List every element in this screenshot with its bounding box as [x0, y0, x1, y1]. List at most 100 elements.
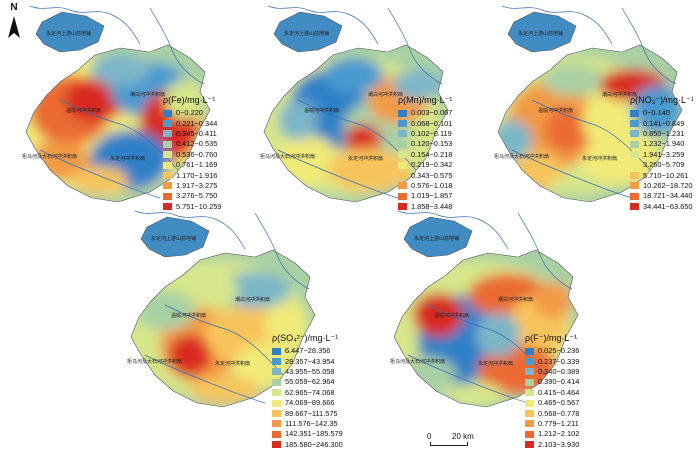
place-label-north-plain: 永定河上游山前地铺	[518, 30, 563, 37]
legend-title: ρ(Fe)/mg·L⁻¹	[163, 95, 216, 105]
legend-row: 0.025~0.236	[525, 346, 579, 356]
legend-range-label: 0.343~0.575	[411, 170, 453, 180]
legend-row: 62.965~74.068	[272, 388, 343, 398]
river-line	[501, 5, 613, 45]
river-line	[164, 304, 284, 376]
legend-row: 0.390~0.414	[525, 377, 579, 387]
legend-range-label: 0.102~0.119	[411, 128, 452, 138]
legend-range-label: 0.779~1.211	[538, 418, 579, 428]
legend-row: 6.447~28.356	[272, 346, 343, 356]
legend-swatch	[272, 389, 281, 397]
legend-range-label: 6.447~28.356	[285, 346, 331, 356]
legend-swatch	[398, 130, 407, 138]
place-label-east-plain: 潮白河冲洪积扇	[602, 91, 637, 98]
legend-row: 34.441~63.650	[630, 202, 694, 212]
legend-range-label: 0.390~0.414	[538, 377, 580, 387]
concentration-zone	[545, 108, 589, 152]
legend-range-label: 0.761~1.169	[176, 160, 218, 170]
legend-swatch	[163, 203, 172, 211]
legend-row: 2.103~3.930	[525, 440, 579, 450]
legend-swatch	[525, 389, 534, 397]
legend-swatch	[272, 378, 281, 386]
legend-swatch	[525, 441, 534, 449]
concentration-zone	[452, 383, 504, 407]
legend-row: 0.068~0.101	[398, 118, 452, 128]
place-label-east-plain: 潮白河冲洪积扇	[235, 296, 270, 303]
legend-swatch	[398, 109, 407, 117]
legend-row: 5.710~10.261	[630, 170, 694, 180]
legend-swatch	[398, 203, 407, 211]
place-label-south-west: 拒马河及大石河冲洪积扇	[260, 153, 315, 160]
place-label-south-west: 拒马河及大石河冲洪积扇	[494, 153, 549, 160]
concentration-zone	[345, 124, 381, 156]
place-label-west-plain: 温榆河冲洪积扇	[171, 312, 206, 319]
legend-swatch	[630, 192, 639, 200]
river-line	[621, 7, 677, 85]
place-label-west-plain: 温榆河冲洪积扇	[304, 107, 339, 114]
river-line	[397, 210, 509, 250]
legend-range-label: 1.858~3.448	[411, 201, 453, 211]
legend-range-label: 0.221~0.344	[176, 118, 218, 128]
legend-row: 0.568~0.778	[525, 408, 579, 418]
legend-swatch	[163, 172, 172, 180]
legend-range-label: 43.955~55.058	[285, 366, 335, 376]
legend-row: 0.003~0.067	[398, 108, 452, 118]
river-line	[427, 304, 547, 376]
legend-row: 3.276~5.750	[163, 191, 221, 201]
legend-row: 1.170~1.916	[163, 170, 221, 180]
legend-row: 0.343~0.575	[398, 170, 452, 180]
legend-row: 74.069~89.666	[272, 398, 343, 408]
legend-row: 0.120~0.153	[398, 139, 452, 149]
concentration-zone	[413, 293, 463, 337]
scale-start-label: 0	[427, 432, 432, 441]
legend-swatch	[398, 120, 407, 128]
legend-range-label: 0~0.140	[643, 108, 670, 118]
legend-range-label: 5.710~10.261	[643, 170, 689, 180]
legend-row: 0.850~1.231	[630, 129, 694, 139]
place-label-south-center: 永定河冲洪积扇	[110, 155, 145, 162]
legend-row: 1.232~1.940	[630, 139, 694, 149]
legend-range-label: 0.415~0.464	[538, 387, 580, 397]
place-label-south-west: 拒马河及大石河冲洪积扇	[127, 358, 182, 365]
river-line	[254, 212, 310, 290]
concentration-zone	[323, 57, 383, 93]
legend-range-label: 0.850~1.231	[643, 128, 685, 138]
legend-row: 55.059~62.964	[272, 377, 343, 387]
legend-swatch	[525, 358, 534, 366]
north-arrow-icon	[8, 16, 20, 38]
legend-range-label: 185.580~246.300	[285, 439, 343, 449]
legend-swatch	[630, 140, 639, 148]
legend-swatch	[398, 161, 407, 169]
study-area-boundary	[393, 216, 579, 408]
legend-range-label: 0.003~0.067	[411, 108, 453, 118]
legend-range-label: 0.465~0.567	[538, 398, 580, 408]
place-label-east-plain: 潮白河冲洪积扇	[368, 91, 403, 98]
legend-row: 111.576~142.35	[272, 419, 343, 429]
legend-row: 0~0.220	[163, 108, 221, 118]
legend-range-label: 1.212~2.102	[538, 429, 580, 439]
legend-row: 0.340~0.389	[525, 367, 579, 377]
river-line	[134, 210, 246, 250]
legend-row: 5.751~10.259	[163, 202, 221, 212]
place-label-west-plain: 温榆河冲洪积扇	[66, 107, 101, 114]
legend-range-label: 0~0.220	[176, 108, 203, 118]
legend-swatch	[630, 203, 639, 211]
legend-row: 1.019~1.857	[398, 191, 452, 201]
legend-swatch	[630, 172, 639, 180]
legend-swatch	[163, 182, 172, 190]
river-line	[29, 5, 141, 45]
legend-swatch	[398, 182, 407, 190]
legend-row: 0.761~1.169	[163, 160, 221, 170]
legend-swatch	[525, 410, 534, 418]
legend-row: 0.219~0.342	[398, 160, 452, 170]
river-line	[144, 354, 266, 404]
river-line	[511, 149, 633, 199]
legend-swatch	[163, 109, 172, 117]
north-arrow: N	[6, 2, 22, 42]
legend-swatch	[398, 192, 407, 200]
concentration-zone	[220, 272, 290, 308]
place-label-north-plain: 永定河上游山前地铺	[284, 30, 329, 37]
river-line	[149, 7, 205, 85]
legend-swatch	[272, 368, 281, 376]
